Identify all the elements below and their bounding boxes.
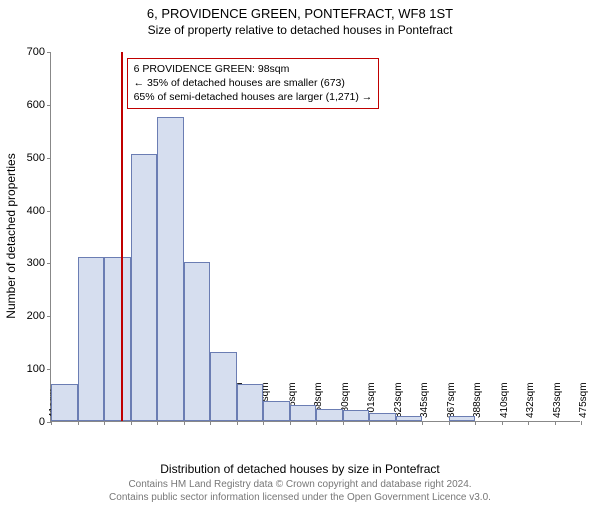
x-tick-label: 475sqm xyxy=(578,382,589,418)
x-tick-mark xyxy=(369,421,370,425)
x-tick-mark xyxy=(157,421,158,425)
callout-line: 65% of semi-detached houses are larger (… xyxy=(134,90,373,104)
y-tick-label: 700 xyxy=(11,46,45,58)
y-tick-label: 400 xyxy=(11,205,45,217)
histogram-bar xyxy=(369,413,396,421)
histogram-bar xyxy=(131,154,158,421)
property-marker-line xyxy=(121,52,123,421)
callout-line: 6 PROVIDENCE GREEN: 98sqm xyxy=(134,62,373,76)
plot-area: 010020030040050060070041sqm63sqm84sqm106… xyxy=(50,52,580,422)
callout-box: 6 PROVIDENCE GREEN: 98sqm← 35% of detach… xyxy=(127,58,380,109)
x-tick-mark xyxy=(184,421,185,425)
x-tick-mark xyxy=(343,421,344,425)
histogram-bar xyxy=(396,416,423,421)
x-tick-mark xyxy=(449,421,450,425)
histogram-bar xyxy=(104,257,131,421)
x-tick-label: 367sqm xyxy=(446,382,457,418)
footer-line-2: Contains public sector information licen… xyxy=(0,492,600,505)
y-tick-label: 0 xyxy=(11,416,45,428)
histogram-bar xyxy=(316,409,343,421)
x-tick-mark xyxy=(104,421,105,425)
x-tick-mark xyxy=(502,421,503,425)
y-tick-mark xyxy=(47,316,51,317)
y-tick-mark xyxy=(47,52,51,53)
histogram-bar xyxy=(184,262,211,421)
x-tick-mark xyxy=(78,421,79,425)
y-axis-label: Number of detached properties xyxy=(4,153,18,318)
y-tick-mark xyxy=(47,158,51,159)
x-tick-label: 453sqm xyxy=(552,382,563,418)
histogram-bar xyxy=(449,416,476,421)
histogram-bar xyxy=(51,384,78,421)
x-tick-label: 388sqm xyxy=(472,382,483,418)
histogram-bar xyxy=(237,384,264,421)
y-tick-mark xyxy=(47,105,51,106)
y-tick-label: 600 xyxy=(11,99,45,111)
histogram-bar xyxy=(263,401,290,421)
y-tick-label: 300 xyxy=(11,257,45,269)
x-tick-label: 410sqm xyxy=(499,382,510,418)
x-tick-mark xyxy=(581,421,582,425)
x-tick-label: 432sqm xyxy=(525,382,536,418)
histogram-bar xyxy=(157,117,184,421)
y-tick-label: 500 xyxy=(11,152,45,164)
histogram-bar xyxy=(210,352,237,421)
histogram-bar xyxy=(290,405,317,421)
x-tick-mark xyxy=(422,421,423,425)
y-tick-label: 200 xyxy=(11,310,45,322)
x-tick-mark xyxy=(210,421,211,425)
x-tick-mark xyxy=(475,421,476,425)
histogram-bar xyxy=(343,410,370,421)
histogram-chart: 010020030040050060070041sqm63sqm84sqm106… xyxy=(50,52,580,422)
y-tick-mark xyxy=(47,211,51,212)
x-tick-mark xyxy=(316,421,317,425)
footer-line-1: Contains HM Land Registry data © Crown c… xyxy=(0,479,600,492)
histogram-bar xyxy=(78,257,105,421)
page-title: 6, PROVIDENCE GREEN, PONTEFRACT, WF8 1ST xyxy=(0,6,600,21)
y-tick-mark xyxy=(47,369,51,370)
x-tick-mark xyxy=(528,421,529,425)
x-axis-label: Distribution of detached houses by size … xyxy=(0,462,600,476)
x-tick-mark xyxy=(263,421,264,425)
page-subtitle: Size of property relative to detached ho… xyxy=(0,23,600,37)
x-tick-mark xyxy=(131,421,132,425)
x-tick-mark xyxy=(555,421,556,425)
x-tick-label: 345sqm xyxy=(419,382,430,418)
callout-line: ← 35% of detached houses are smaller (67… xyxy=(134,76,373,90)
x-tick-mark xyxy=(237,421,238,425)
y-tick-mark xyxy=(47,263,51,264)
attribution-footer: Contains HM Land Registry data © Crown c… xyxy=(0,479,600,504)
x-tick-mark xyxy=(396,421,397,425)
y-tick-label: 100 xyxy=(11,363,45,375)
x-tick-mark xyxy=(51,421,52,425)
x-tick-mark xyxy=(290,421,291,425)
